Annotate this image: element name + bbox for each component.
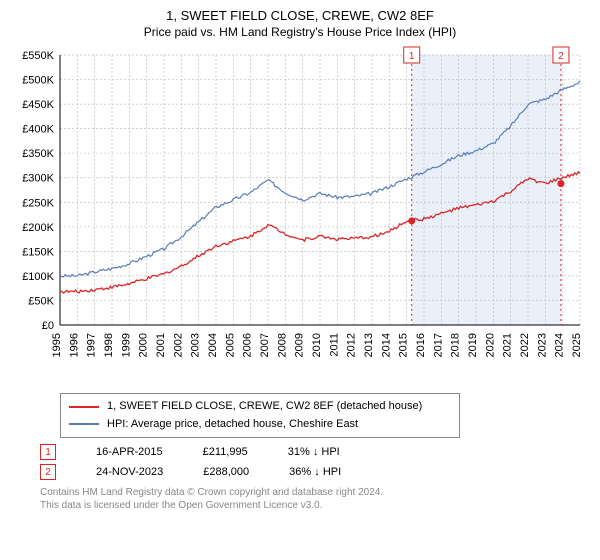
svg-text:2013: 2013 <box>363 333 375 357</box>
footnote-line: Contains HM Land Registry data © Crown c… <box>40 486 590 499</box>
svg-text:2017: 2017 <box>432 333 444 357</box>
svg-text:£150K: £150K <box>22 246 54 258</box>
sale-marker-icon: 1 <box>40 444 56 460</box>
svg-text:2020: 2020 <box>484 333 496 357</box>
chart-subtitle: Price paid vs. HM Land Registry's House … <box>10 25 590 39</box>
sale-price: £288,000 <box>203 466 249 478</box>
sale-row: 1 16-APR-2015 £211,995 31% ↓ HPI <box>40 444 590 460</box>
svg-text:£200K: £200K <box>22 222 54 234</box>
svg-text:2010: 2010 <box>311 333 323 357</box>
legend-label: HPI: Average price, detached house, Ches… <box>107 416 358 434</box>
svg-text:2021: 2021 <box>502 333 514 357</box>
svg-text:£250K: £250K <box>22 197 54 209</box>
svg-text:£350K: £350K <box>22 148 54 160</box>
svg-text:2008: 2008 <box>276 333 288 357</box>
svg-text:2018: 2018 <box>450 333 462 357</box>
svg-text:2004: 2004 <box>207 333 219 357</box>
svg-text:2000: 2000 <box>138 333 150 357</box>
sale-pct: 36% ↓ HPI <box>289 466 341 478</box>
svg-text:£450K: £450K <box>22 99 54 111</box>
svg-text:2019: 2019 <box>467 333 479 357</box>
svg-text:2006: 2006 <box>242 333 254 357</box>
svg-text:2024: 2024 <box>554 333 566 357</box>
svg-text:£550K: £550K <box>22 50 54 62</box>
legend-item: 1, SWEET FIELD CLOSE, CREWE, CW2 8EF (de… <box>69 398 451 416</box>
svg-text:2014: 2014 <box>380 333 392 357</box>
svg-text:2022: 2022 <box>519 333 531 357</box>
legend: 1, SWEET FIELD CLOSE, CREWE, CW2 8EF (de… <box>60 393 460 438</box>
svg-text:2012: 2012 <box>346 333 358 357</box>
svg-text:2005: 2005 <box>224 333 236 357</box>
sale-date: 16-APR-2015 <box>96 446 163 458</box>
sale-date: 24-NOV-2023 <box>96 466 163 478</box>
sale-marker-icon: 2 <box>40 464 56 480</box>
svg-text:£0: £0 <box>42 320 54 332</box>
chart-area: £0 £50K £100K £150K £200K £250K £300K £350K £400… <box>10 45 590 385</box>
svg-text:£100K: £100K <box>22 271 54 283</box>
svg-text:1996: 1996 <box>68 333 80 357</box>
svg-text:1995: 1995 <box>51 333 63 357</box>
sale-row: 2 24-NOV-2023 £288,000 36% ↓ HPI <box>40 464 590 480</box>
svg-text:£300K: £300K <box>22 173 54 185</box>
legend-item: HPI: Average price, detached house, Ches… <box>69 416 451 434</box>
svg-text:2007: 2007 <box>259 333 271 357</box>
legend-label: 1, SWEET FIELD CLOSE, CREWE, CW2 8EF (de… <box>107 398 422 416</box>
svg-text:2: 2 <box>558 51 564 62</box>
sale-pct: 31% ↓ HPI <box>288 446 340 458</box>
svg-text:2025: 2025 <box>571 333 583 357</box>
svg-text:1998: 1998 <box>103 333 115 357</box>
legend-swatch <box>69 406 99 408</box>
svg-text:1: 1 <box>409 51 415 62</box>
svg-text:2003: 2003 <box>190 333 202 357</box>
chart-title: 1, SWEET FIELD CLOSE, CREWE, CW2 8EF <box>10 8 590 23</box>
legend-swatch <box>69 423 99 425</box>
svg-text:£400K: £400K <box>22 124 54 136</box>
svg-text:1999: 1999 <box>120 333 132 357</box>
svg-text:2016: 2016 <box>415 333 427 357</box>
sale-price: £211,995 <box>203 446 248 458</box>
svg-text:2023: 2023 <box>536 333 548 357</box>
svg-text:£50K: £50K <box>28 295 54 307</box>
footnote-line: This data is licensed under the Open Gov… <box>40 499 590 512</box>
svg-text:2015: 2015 <box>398 333 410 357</box>
svg-text:1997: 1997 <box>86 333 98 357</box>
svg-text:2011: 2011 <box>328 333 340 357</box>
footnote: Contains HM Land Registry data © Crown c… <box>40 486 590 512</box>
svg-text:£500K: £500K <box>22 75 54 87</box>
svg-text:2001: 2001 <box>155 333 167 357</box>
svg-text:2009: 2009 <box>294 333 306 357</box>
svg-text:2002: 2002 <box>172 333 184 357</box>
